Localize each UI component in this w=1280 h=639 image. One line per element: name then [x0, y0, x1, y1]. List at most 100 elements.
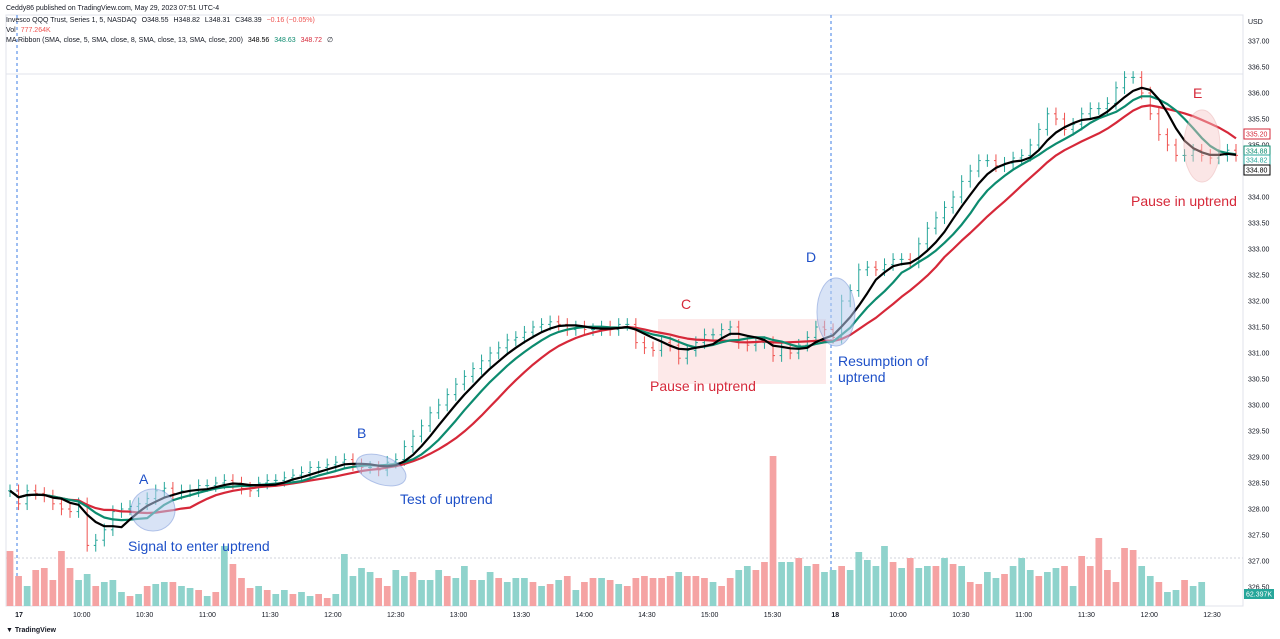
volume-bar — [623, 586, 631, 606]
volume-bar — [1095, 538, 1103, 606]
time-tick-label: 14:00 — [575, 612, 593, 619]
ohlc-open: O348.55 — [141, 17, 169, 24]
time-axis[interactable]: 17 10:00 10:30 11:00 11:30 12:00 12:30 13:00 13:… — [15, 612, 1221, 619]
candle — [496, 341, 501, 360]
ma-ribbon — [9, 86, 1237, 529]
volume-bar — [838, 566, 845, 606]
volume-bar — [803, 566, 811, 606]
price-tick-label: 331.50 — [1248, 325, 1270, 332]
time-tick-label: 11:00 — [199, 612, 216, 619]
ellipse-d — [816, 277, 856, 347]
volume-bar — [486, 572, 494, 606]
volume-bar — [263, 590, 271, 606]
volume-bar — [1164, 592, 1171, 606]
price-tag: 334.82 — [1243, 154, 1271, 166]
candle — [333, 455, 338, 472]
volume-bar — [23, 586, 31, 606]
volume-bar — [178, 586, 185, 606]
volume-bar — [366, 572, 374, 606]
price-tag: 334.80 — [1243, 164, 1271, 176]
candle — [1122, 71, 1127, 95]
candle — [676, 338, 681, 365]
volume-bar — [898, 568, 905, 606]
volume-bars — [6, 456, 1206, 606]
tradingview-logo[interactable]: ▼ TradingView — [6, 626, 56, 635]
ma-ribbon-label: MA Ribbon (SMA, close, 5, SMA, close, 8,… — [6, 37, 243, 44]
candle — [325, 458, 330, 474]
volume-bar — [846, 570, 854, 606]
candle — [350, 453, 355, 472]
price-tick-label: 336.00 — [1248, 91, 1270, 98]
volume-bar — [358, 568, 365, 606]
candle — [453, 377, 458, 401]
price-tick-label: 326.50 — [1248, 585, 1270, 592]
price-tick-label: 333.00 — [1248, 247, 1270, 254]
candle — [959, 175, 964, 204]
ma8-value: 348.63 — [274, 37, 296, 44]
volume-bar — [666, 576, 674, 606]
price-tick-label: 335.50 — [1248, 117, 1270, 124]
volume-bar — [512, 578, 520, 606]
price-tag-label: 334.82 — [1246, 158, 1268, 165]
volume-bar — [349, 576, 357, 606]
ma5-value: 348.56 — [247, 37, 270, 44]
price-tag-label: 334.88 — [1246, 149, 1268, 156]
volume-bar — [906, 558, 914, 606]
candle — [539, 318, 544, 334]
volume-bar — [546, 584, 554, 606]
time-tick-label: 12:30 — [1203, 612, 1221, 619]
volume-bar — [478, 580, 485, 606]
volume-bar — [109, 580, 117, 606]
volume-bar — [169, 582, 177, 606]
volume-bar — [641, 576, 648, 606]
volume-bar — [915, 568, 923, 606]
volume-bar — [615, 584, 623, 606]
candle — [968, 164, 973, 188]
volume-tag-label: 62.397K — [1246, 592, 1272, 599]
ma-ribbon-legend[interactable]: MA Ribbon (SMA, close, 5, SMA, close, 8,… — [6, 36, 333, 45]
volume-bar — [220, 546, 228, 606]
volume-bar — [160, 582, 168, 606]
volume-bar — [272, 594, 280, 606]
volume-bar — [135, 594, 142, 606]
annotation-text-c: Pause in uptrend — [650, 378, 756, 394]
volume-bar — [195, 590, 202, 606]
volume-bar — [1172, 590, 1180, 606]
pause-highlight-c — [658, 319, 826, 384]
annotation-text-b: Test of uptrend — [400, 491, 493, 507]
volume-bar — [726, 578, 734, 606]
volume-bar — [332, 594, 340, 606]
candle — [513, 331, 518, 347]
volume-legend[interactable]: Vol 777.264K — [6, 26, 51, 35]
candle — [196, 479, 201, 498]
volume-bar — [1121, 548, 1128, 606]
price-axis[interactable]: 337.00336.50336.00335.50335.00334.50334.… — [1248, 39, 1270, 592]
time-tick-label: 11:00 — [1015, 612, 1032, 619]
chart-grid — [5, 14, 1244, 607]
volume-bar — [529, 582, 537, 606]
time-tick-label: 11:30 — [262, 612, 279, 619]
symbol-legend[interactable]: Invesco QQQ Trust, Series 1, 5, NASDAQ O… — [6, 16, 315, 25]
candle — [1173, 138, 1178, 162]
ohlc-close: C348.39 — [235, 17, 262, 24]
candle — [1053, 107, 1058, 126]
price-tick-label: 332.00 — [1248, 299, 1270, 306]
price-tick-label: 329.00 — [1248, 455, 1270, 462]
volume-bar — [1026, 570, 1034, 606]
volume-bar — [863, 560, 871, 606]
candle — [1088, 102, 1093, 121]
annotation-letter-a: A — [139, 471, 149, 487]
volume-bar — [495, 578, 503, 606]
volume-bar — [881, 546, 888, 606]
volume-bar — [126, 596, 134, 606]
volume-bar — [461, 566, 468, 606]
time-tick-label: 18 — [831, 612, 839, 619]
volume-bar — [1129, 550, 1137, 606]
volume-bar — [40, 568, 48, 606]
volume-bar — [1018, 558, 1026, 606]
volume-tag: 62.397K — [1244, 589, 1274, 599]
time-tick-label: 10:30 — [952, 612, 970, 619]
volume-bar — [949, 564, 957, 606]
candle — [419, 419, 424, 443]
